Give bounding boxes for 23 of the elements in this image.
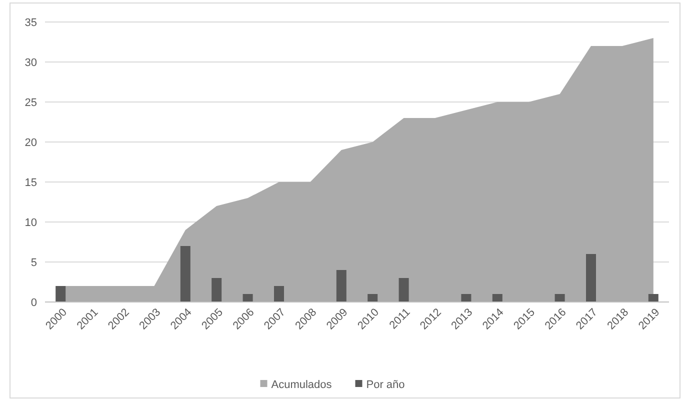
bar [398,278,409,302]
y-tick-label: 30 [24,56,37,69]
bar [492,294,502,302]
bar [336,270,346,302]
bar [461,294,472,302]
y-tick-label: 15 [24,176,37,189]
bar [274,286,284,302]
bar [586,254,596,302]
y-tick-label: 35 [24,16,37,29]
bar [212,278,222,302]
bar [180,246,190,302]
y-tick-label: 20 [24,136,37,149]
legend-label: Acumulados [271,378,332,391]
y-tick-label: 5 [30,256,37,269]
bar [648,294,658,302]
bar [56,286,66,302]
bar [554,294,565,302]
y-tick-label: 0 [30,296,37,309]
bar [242,294,253,302]
legend-label: Por año [366,378,405,391]
y-tick-label: 25 [24,96,37,109]
y-tick-label: 10 [24,216,37,229]
bar [368,294,378,302]
